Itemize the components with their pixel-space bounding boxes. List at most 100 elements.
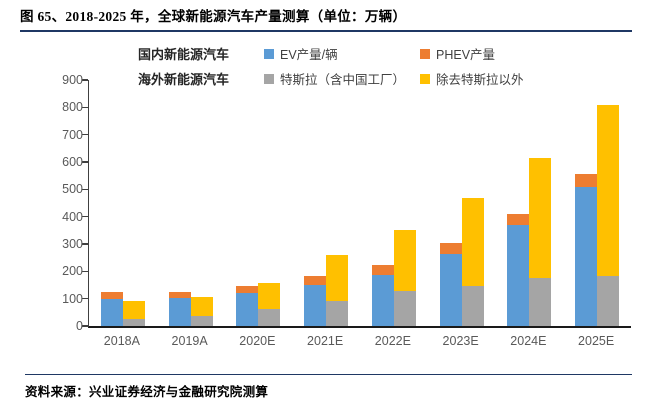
bar-group: [157, 292, 225, 326]
stacked-bar: [529, 158, 552, 326]
y-axis-label: 400: [62, 209, 83, 224]
stacked-bar: [371, 265, 394, 326]
stacked-bar: [168, 292, 191, 326]
bar-segment: [304, 284, 327, 326]
bar-segment: [575, 174, 598, 187]
bar-segment: [190, 315, 213, 326]
bar-segment: [304, 276, 327, 285]
x-axis-label: 2020E: [239, 334, 276, 348]
bar-segment: [575, 186, 598, 326]
x-axis-label: 2021E: [307, 334, 344, 348]
bar-segment: [461, 285, 484, 326]
bar-segment: [393, 291, 416, 326]
bar-segment: [439, 254, 462, 326]
y-axis-tick: [82, 325, 88, 327]
x-axis-label: 2022E: [374, 334, 411, 348]
x-axis-labels: 2018A 2019A 2020E 2021E 2022E 2023E 2024E 2025E: [88, 334, 630, 348]
stacked-bar: [326, 254, 349, 326]
plot-area: 0 100 200 300 400 500 600 700 800 900: [62, 73, 631, 333]
bar-group: [428, 198, 496, 326]
bar-groups-container: [89, 80, 631, 326]
bar-segment: [529, 158, 552, 279]
bar-segment: [326, 254, 349, 301]
bar-segment: [507, 224, 530, 326]
legend-row: 国内新能源汽车 EV产量/辆 PHEV产量: [138, 41, 524, 66]
legend-group-label: 海外新能源汽车: [138, 72, 230, 87]
y-axis-label: 900: [62, 73, 83, 87]
bar-segment: [597, 104, 620, 276]
y-axis-tick: [82, 161, 88, 163]
y-axis-tick: [82, 270, 88, 273]
stacked-bar: [304, 276, 327, 326]
bar-segment: [507, 213, 530, 225]
bar-segment: [597, 275, 620, 326]
bar-group: [496, 158, 564, 326]
bar-segment: [122, 301, 145, 320]
stacked-bar: [393, 230, 416, 326]
y-axis-label: 300: [62, 237, 83, 251]
y-axis-label: 0: [76, 319, 83, 333]
legend-row: 海外新能源汽车 特斯拉（含中国工厂） 除去特斯拉以外: [138, 66, 524, 91]
legend-swatch-icon: [264, 48, 274, 59]
legend-swatch-icon: [420, 73, 430, 84]
bar-group: [225, 282, 293, 326]
y-axis-tick: [82, 106, 88, 109]
legend-swatch-icon: [264, 73, 274, 84]
bar-segment: [371, 274, 394, 326]
bar-segment: [236, 285, 259, 293]
bar-segment: [326, 300, 349, 326]
stacked-bar: [597, 104, 620, 326]
y-axis-tick: [82, 133, 88, 136]
stacked-bar: [439, 243, 462, 326]
bar-segment: [461, 198, 484, 286]
bar-segment: [122, 319, 145, 326]
legend-group-label: 国内新能源汽车: [138, 47, 230, 62]
legend-item-label: 除去特斯拉以外: [436, 73, 524, 87]
bar-segment: [371, 265, 394, 275]
stacked-bar: [258, 282, 281, 326]
stacked-bar: [122, 301, 145, 326]
chart-legend: 国内新能源汽车 EV产量/辆 PHEV产量海外新能源汽车 特斯拉（含中国工厂） 除去特斯…: [138, 41, 524, 91]
bar-segment: [439, 243, 462, 255]
bar-segment: [100, 298, 123, 326]
y-axis-label: 700: [62, 127, 83, 142]
y-axis-label: 200: [62, 264, 83, 279]
bar-group: [89, 291, 157, 326]
y-axis-label: 600: [62, 155, 83, 169]
legend-item-label: 特斯拉（含中国工厂）: [280, 73, 406, 87]
y-axis-tick: [82, 243, 88, 245]
bar-segment: [190, 297, 213, 316]
legend-item: PHEV产量: [420, 44, 495, 63]
stacked-bar: [100, 291, 123, 326]
bar-group: [292, 254, 360, 326]
bar-group: [563, 104, 631, 326]
bar-group: [360, 230, 428, 326]
legend-item-label: PHEV产量: [436, 48, 496, 62]
figure-title: 图 65、2018-2025 年，全球新能源汽车产量测算（单位：万辆）: [20, 5, 632, 32]
stacked-bar: [190, 297, 213, 326]
y-axis-tick: [82, 215, 88, 218]
legend-item: EV产量/辆: [264, 44, 420, 63]
bar-segment: [168, 292, 191, 299]
bar-segment: [168, 298, 191, 326]
legend-item: 特斯拉（含中国工厂）: [264, 69, 420, 88]
y-axis-label: 500: [62, 182, 83, 197]
bar-segment: [236, 292, 259, 326]
stacked-bar: [236, 285, 259, 326]
stacked-bar: [507, 213, 530, 326]
bar-segment: [258, 309, 281, 326]
legend-item-label: EV产量/辆: [280, 48, 338, 62]
bar-segment: [393, 230, 416, 292]
bar-segment: [100, 291, 123, 299]
y-axis-label: 100: [62, 291, 83, 306]
y-axis-label: 800: [62, 100, 83, 115]
legend-item: 除去特斯拉以外: [420, 69, 524, 88]
x-axis-label: 2018A: [103, 334, 140, 348]
y-axis-tick: [82, 297, 88, 300]
source-note: 资料来源：兴业证券经济与金融研究院测算: [25, 374, 632, 400]
x-axis-label: 2019A: [171, 334, 208, 348]
bar-segment: [258, 282, 281, 310]
bar-segment: [529, 278, 552, 326]
x-axis-label: 2023E: [442, 334, 479, 348]
